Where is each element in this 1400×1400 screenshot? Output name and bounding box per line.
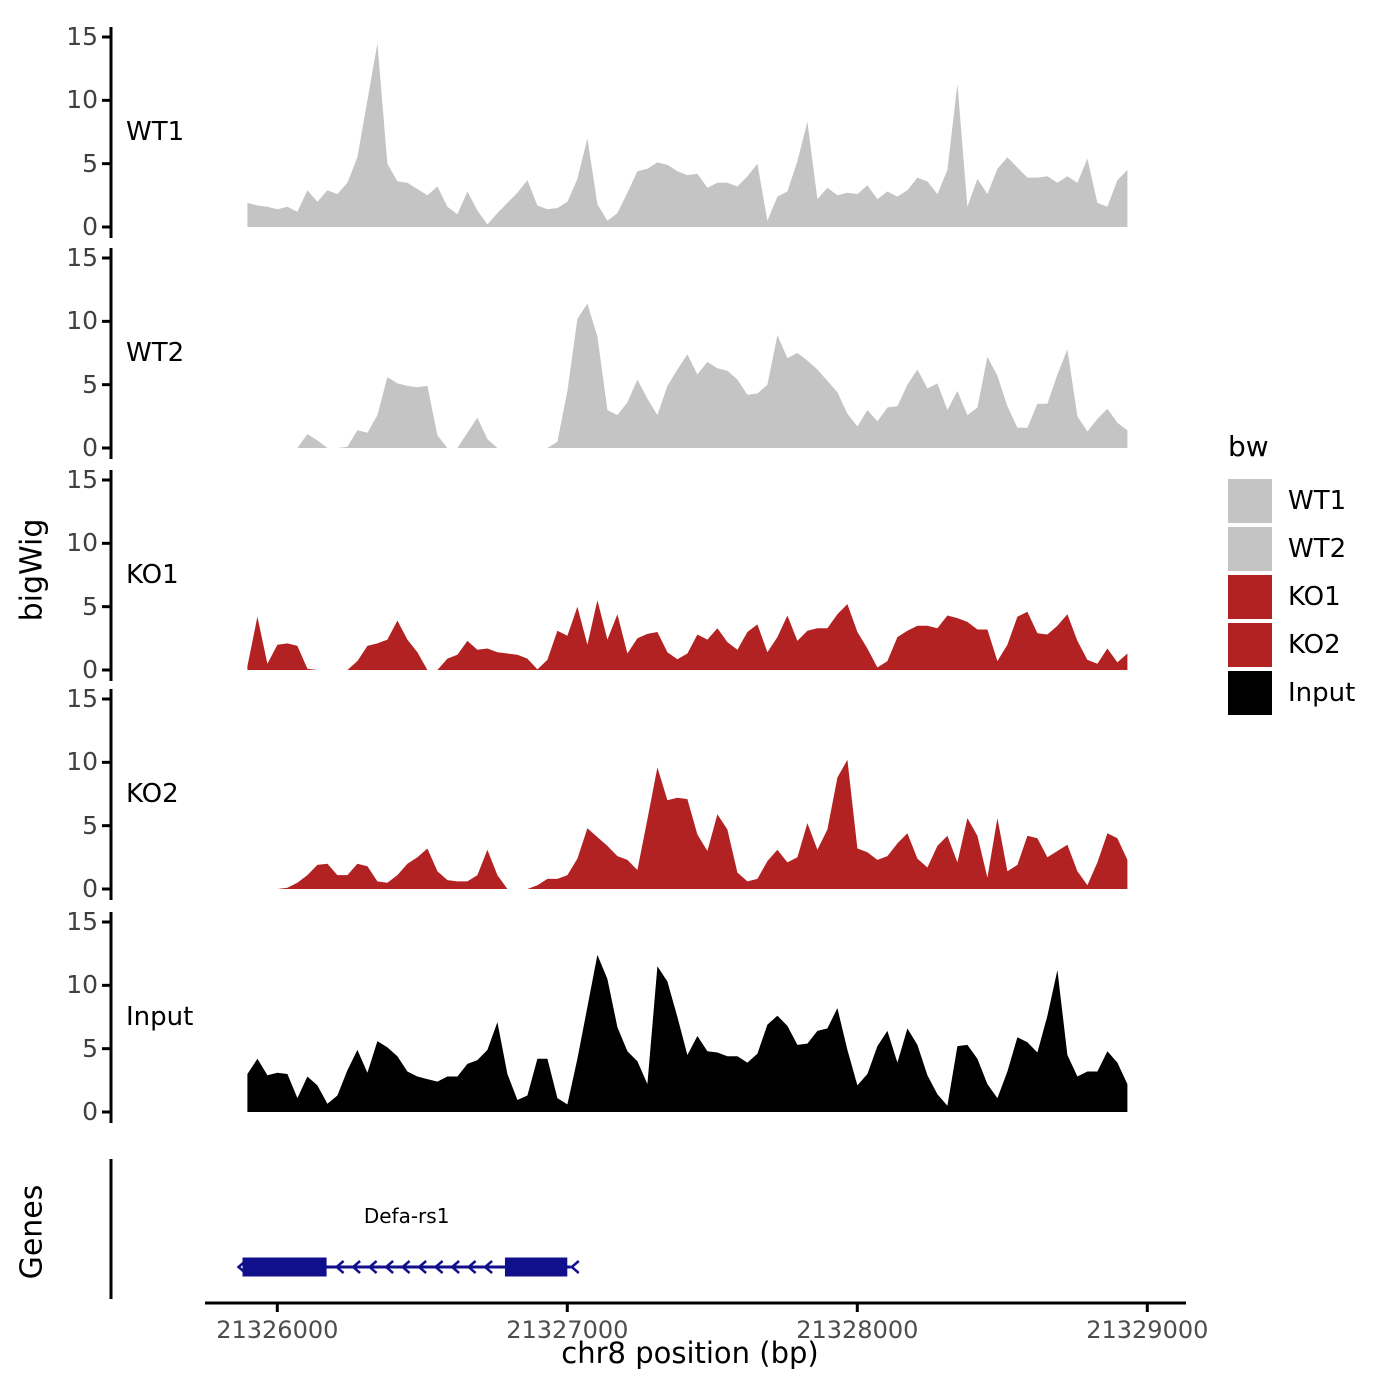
track-area-Input [247,954,1128,1112]
legend-label-WT2: WT2 [1288,534,1347,564]
legend-label-WT1: WT1 [1288,486,1347,516]
track-label-WT1: WT1 [126,117,185,147]
y-tick-label: 10 [66,747,98,777]
legend: bw WT1 WT2 KO1 KO2 Input [1228,430,1355,717]
strand-arrow-left [384,1260,394,1274]
y-tick-label: 0 [82,873,98,903]
strand-arrow-left [483,1260,493,1274]
strand-arrow-left [236,1260,247,1274]
legend-item-KO1: KO1 [1228,573,1355,621]
legend-item-WT1: WT1 [1228,477,1355,525]
legend-item-Input: Input [1228,669,1355,717]
strand-arrow-left [569,1260,580,1274]
track-area-KO1 [247,600,1128,670]
x-axis-title: chr8 position (bp) [561,1336,819,1370]
y-tick-label: 15 [66,683,98,713]
legend-swatch-Input [1228,671,1272,715]
y-tick-label: 15 [66,906,98,936]
gene-name-label: Defa-rs1 [363,1204,450,1228]
y-tick-label: 5 [82,148,98,178]
strand-arrow-left [334,1260,345,1274]
legend-label-KO1: KO1 [1288,582,1341,612]
legend-item-WT2: WT2 [1228,525,1355,573]
strand-arrow-left [450,1260,460,1274]
y-tick-label: 5 [82,591,98,621]
y-tick-label: 15 [66,21,98,51]
gene-exon [242,1257,327,1277]
strand-arrow-left [417,1260,427,1274]
y-tick-label: 5 [82,810,98,840]
y-tick-label: 15 [66,242,98,272]
track-label-KO2: KO2 [126,779,179,809]
y-tick-label: 10 [66,528,98,558]
strand-arrow-left [400,1260,411,1274]
genes-axis-label: Genes [14,1184,50,1280]
y-tick-label: 15 [66,464,98,494]
x-tick-label: 21328000 [796,1316,919,1344]
y-tick-label: 10 [66,306,98,336]
y-tick-label: 0 [82,1096,98,1126]
legend-label-KO2: KO2 [1288,630,1341,660]
track-label-WT2: WT2 [126,338,185,368]
y-tick-label: 5 [82,369,98,399]
x-tick-label: 21326000 [216,1316,339,1344]
strand-arrow-left [351,1260,361,1274]
legend-label-Input: Input [1288,678,1356,708]
track-area-WT2 [247,303,1128,448]
x-tick-label: 21329000 [1086,1316,1209,1344]
track-label-KO1: KO1 [126,560,179,590]
y-tick-label: 0 [82,654,98,684]
legend-item-KO2: KO2 [1228,621,1355,669]
legend-swatch-WT1 [1228,479,1272,523]
strand-arrow-left [466,1260,477,1274]
y-tick-label: 10 [66,970,98,1000]
strand-arrow-left [433,1260,444,1274]
legend-swatch-KO1 [1228,575,1272,619]
y-tick-label: 5 [82,1033,98,1063]
y-tick-label: 0 [82,432,98,462]
strand-arrow-left [367,1260,378,1274]
y-tick-label: 0 [82,211,98,241]
y-tick-label: 10 [66,85,98,115]
track-area-KO2 [247,759,1128,889]
track-label-Input: Input [126,1002,194,1032]
legend-swatch-WT2 [1228,527,1272,571]
gene-exon [504,1257,568,1277]
legend-swatch-KO2 [1228,623,1272,667]
legend-items: WT1 WT2 KO1 KO2 Input [1228,477,1355,717]
x-tick-label: 21327000 [506,1316,629,1344]
legend-title: bw [1228,430,1269,463]
track-area-WT1 [247,43,1128,227]
